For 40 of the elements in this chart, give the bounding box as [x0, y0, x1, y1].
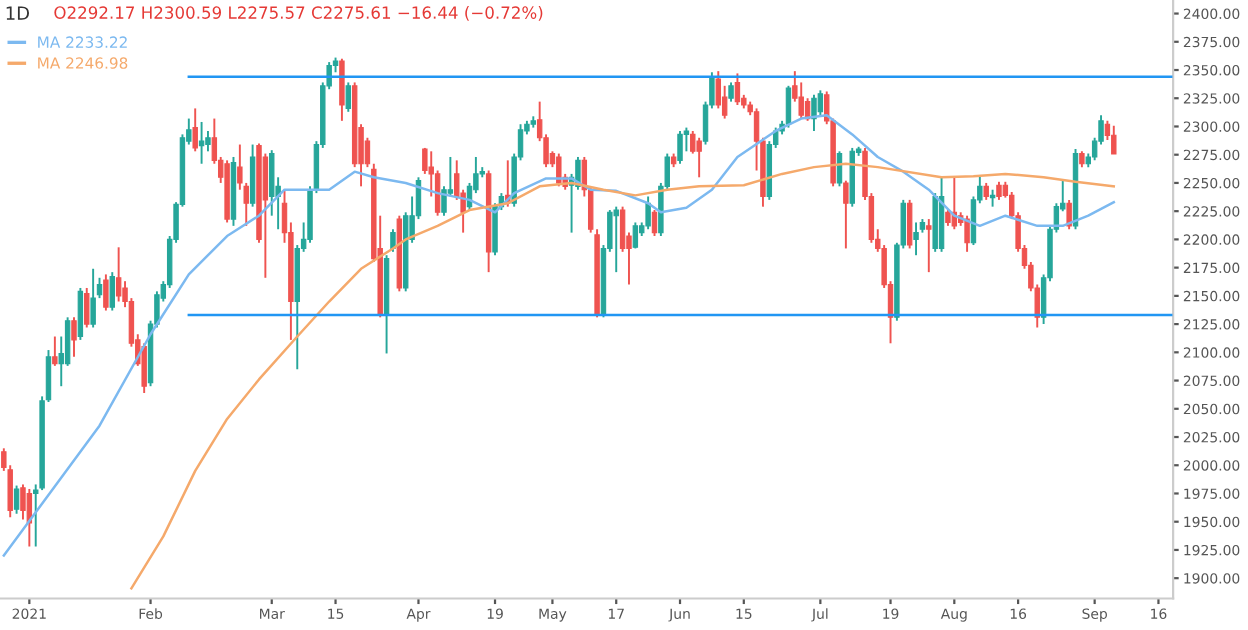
candlestick	[906, 198, 913, 250]
line-series	[130, 162, 1116, 590]
candlestick	[339, 57, 345, 122]
candlestick	[696, 136, 702, 179]
candlestick	[1111, 124, 1117, 156]
candlestick	[441, 185, 447, 217]
candlestick	[262, 152, 269, 279]
candlestick	[192, 107, 198, 153]
candlestick	[556, 152, 562, 188]
candlestick	[964, 214, 970, 253]
candlestick	[926, 218, 932, 274]
candlestick	[345, 81, 352, 113]
candlestick	[52, 335, 58, 367]
candlestick	[141, 342, 147, 394]
chart-title: 1D	[6, 6, 30, 20]
candlestick	[103, 273, 109, 312]
candlestick	[71, 316, 77, 358]
candlestick	[249, 143, 256, 208]
candlestick	[77, 286, 84, 341]
candlestick	[811, 93, 817, 132]
candlestick	[728, 81, 734, 103]
candlestick	[996, 180, 1002, 201]
line-series	[2, 113, 1116, 557]
candlestick	[913, 221, 919, 257]
candlestick	[785, 84, 792, 129]
candlestick	[645, 195, 651, 231]
candlestick	[84, 286, 90, 329]
candlestick	[1066, 198, 1072, 231]
candlestick	[109, 271, 115, 312]
candlestick	[115, 246, 122, 303]
candlestick	[613, 205, 619, 274]
candlestick	[677, 130, 683, 165]
candlestick	[632, 221, 639, 250]
chart-subtitle: O2292.17 H2300.59 L2275.57 C2275.61 −16.44 (−0.72%)	[54, 6, 543, 21]
candlestick	[651, 209, 658, 237]
candlestick	[90, 267, 96, 329]
candlestick	[734, 72, 741, 106]
candlestick	[13, 484, 20, 515]
candlestick	[843, 179, 849, 250]
candlestick	[390, 228, 396, 253]
